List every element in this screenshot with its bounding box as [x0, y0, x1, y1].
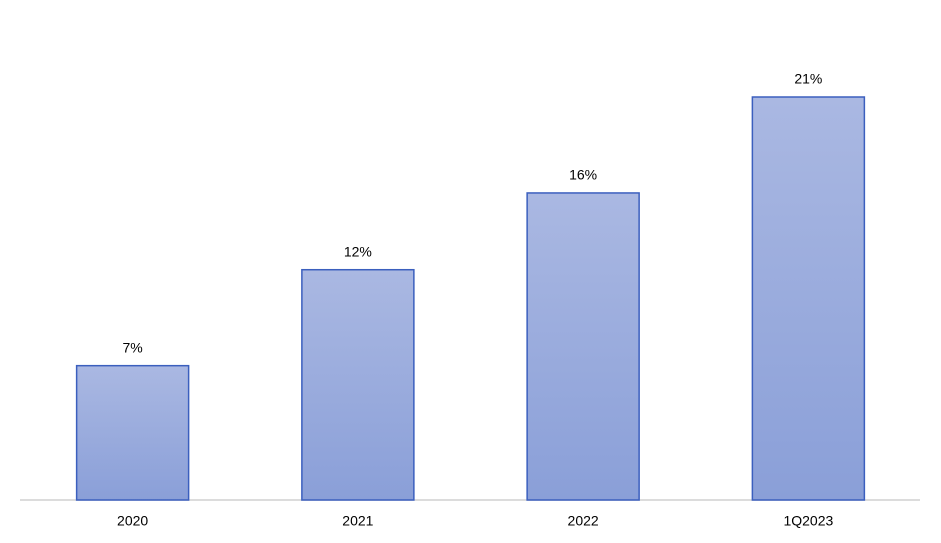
x-tick-label: 2021 — [342, 513, 373, 529]
data-label: 21% — [794, 71, 822, 87]
x-tick-label: 2022 — [568, 513, 599, 529]
data-label: 7% — [123, 339, 143, 355]
x-tick-label: 1Q2023 — [783, 513, 833, 529]
bar — [301, 268, 415, 501]
data-label: 12% — [344, 243, 372, 259]
bar — [751, 96, 866, 501]
x-tick-label: 2020 — [117, 513, 148, 529]
data-label: 16% — [569, 167, 597, 183]
bar — [75, 364, 190, 501]
bar — [526, 192, 640, 501]
